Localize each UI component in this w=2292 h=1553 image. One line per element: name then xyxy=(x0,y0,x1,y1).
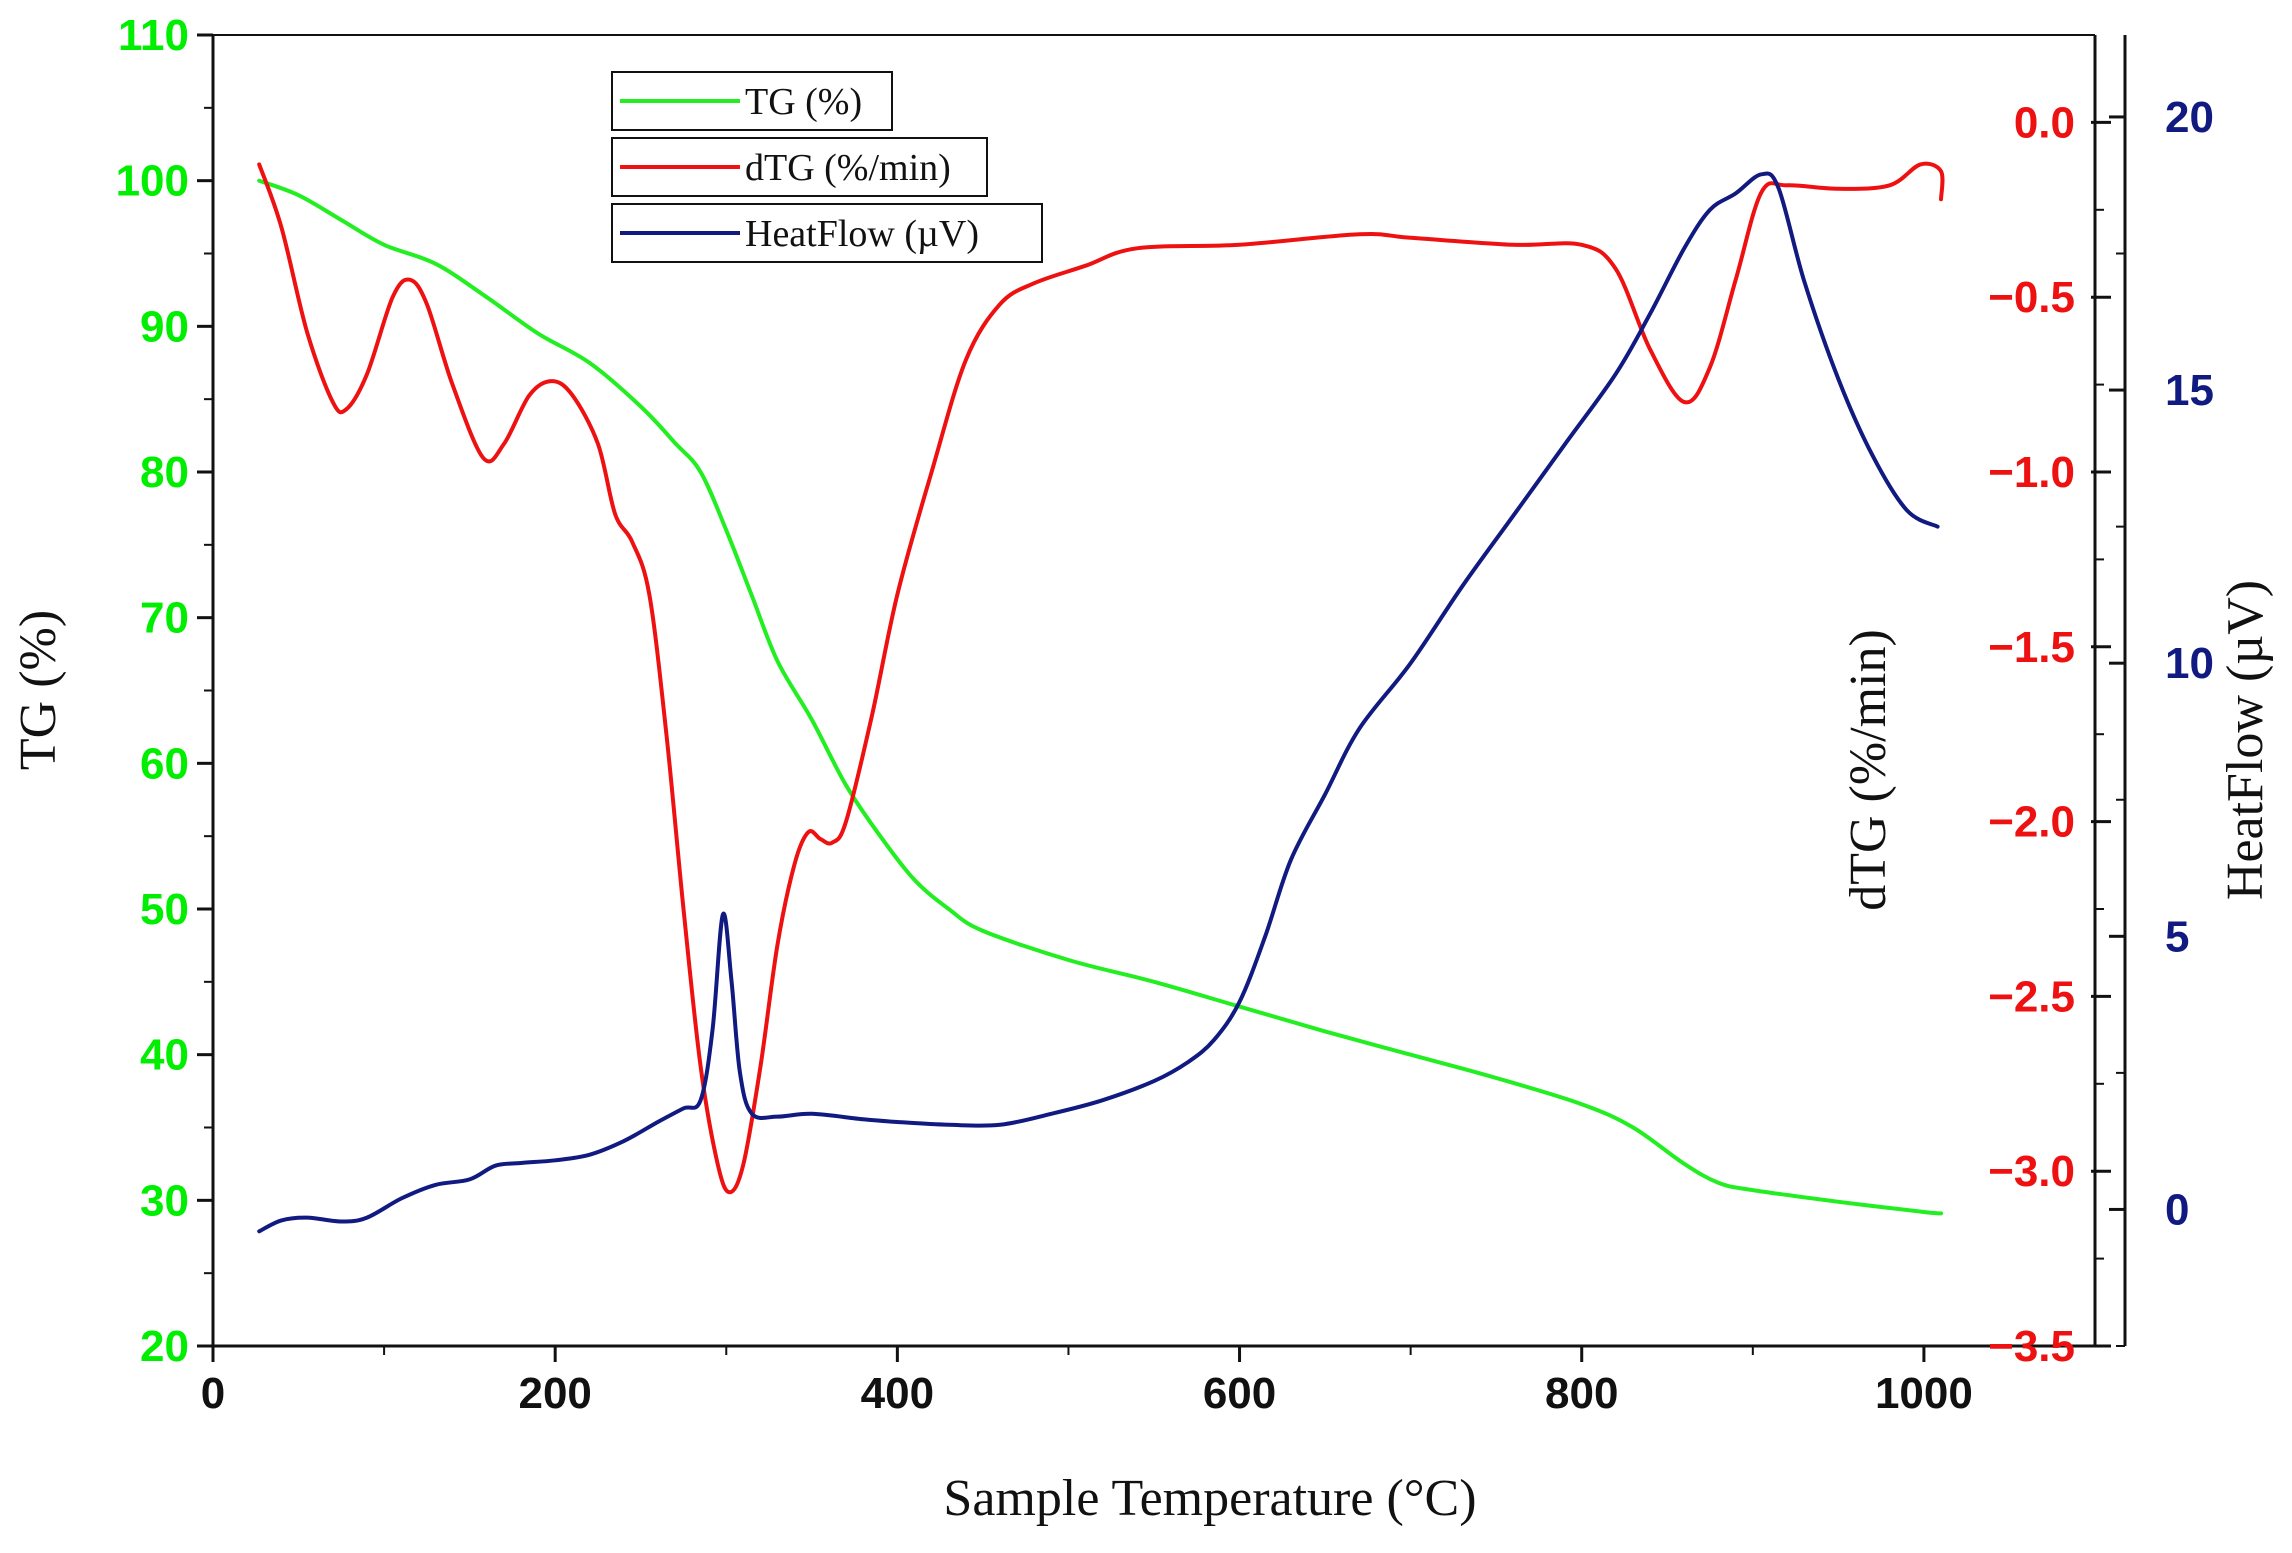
tg-tick-label: 60 xyxy=(140,739,189,788)
dtg-tick-label: −2.5 xyxy=(1988,972,2075,1021)
x-tick-label: 200 xyxy=(518,1369,591,1418)
tg-tick-label: 110 xyxy=(118,11,189,60)
heatflow-tick-label: 20 xyxy=(2165,93,2214,142)
dtg-tick-label: 0.0 xyxy=(2014,98,2075,147)
heatflow-tick-label: 0 xyxy=(2165,1185,2189,1234)
dtg-tick-label: −3.5 xyxy=(1988,1322,2075,1371)
tg-tick-label: 80 xyxy=(140,448,189,497)
dtg-series-line xyxy=(257,161,1945,1195)
dtg-tick-label: −0.5 xyxy=(1988,273,2075,322)
x-tick-label: 600 xyxy=(1203,1369,1276,1418)
tg-series-line xyxy=(257,178,1943,1216)
dtg-tick-label: −3.0 xyxy=(1988,1147,2075,1196)
dtg-tick-label: −1.0 xyxy=(1988,448,2075,497)
heatflow-tick-label: 10 xyxy=(2165,639,2214,688)
tg-tick-label: 70 xyxy=(140,594,189,643)
tg-tick-label: 30 xyxy=(140,1176,189,1225)
dtg-tick-label: −1.5 xyxy=(1988,623,2075,672)
x-tick-label: 1000 xyxy=(1875,1369,1973,1418)
tg-tick-label: 20 xyxy=(140,1322,189,1371)
x-axis-title: Sample Temperature (°C) xyxy=(943,1470,1476,1527)
heatflow-axis-title: HeatFlow (µV) xyxy=(2217,580,2274,900)
tg-tick-label: 50 xyxy=(140,885,189,934)
x-tick-label: 400 xyxy=(861,1369,934,1418)
tg-axis-title: TG (%) xyxy=(10,610,67,770)
x-tick-label: 800 xyxy=(1545,1369,1618,1418)
tg-tick-label: 100 xyxy=(116,157,189,206)
heatflow-tick-label: 15 xyxy=(2165,366,2214,415)
tg-tick-label: 40 xyxy=(140,1031,189,1080)
dtg-axis-title: dTG (%/min) xyxy=(1840,629,1897,911)
heatflow-series-line xyxy=(257,171,1940,1234)
heatflow-tick-label: 5 xyxy=(2165,912,2189,961)
x-tick-label: 0 xyxy=(201,1369,225,1418)
tg-tick-label: 90 xyxy=(140,302,189,351)
legend-label: TG (%) xyxy=(745,81,862,123)
legend-label: dTG (%/min) xyxy=(745,147,951,189)
dtg-tick-label: −2.0 xyxy=(1988,798,2075,847)
legend-label: HeatFlow (µV) xyxy=(745,213,979,255)
